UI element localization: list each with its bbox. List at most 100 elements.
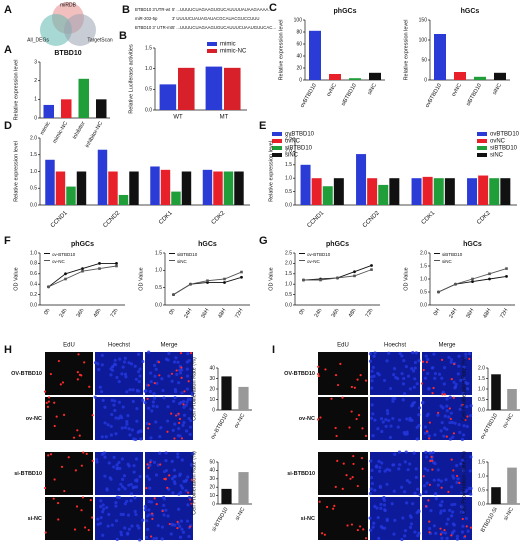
nucleus [377,459,381,464]
nucleus [188,425,193,429]
nucleus [393,452,397,457]
nucleus [158,434,162,439]
nucleus [173,360,177,364]
nucleus [166,405,170,409]
y-tick-label: 0.5 [145,87,152,93]
nucleus [445,404,449,408]
edu-spot [145,487,148,490]
micrograph [45,452,93,495]
nucleus [139,437,143,441]
y-tick-label: 1.5 [478,459,485,465]
nucleus [149,436,153,440]
panel-letter: B [119,30,127,42]
edu-spot [422,368,425,372]
nucleus [466,387,470,391]
y-axis-label: OD Value [13,267,19,290]
x-tick-label: 24H [448,308,458,320]
x-tick-label: 24h [314,308,324,319]
nucleus [384,418,388,422]
nucleus [456,372,460,376]
nucleus [427,387,431,391]
nucleus [415,437,419,441]
nucleus [133,509,137,514]
y-axis-label: Relative expression level [278,20,284,81]
legend-label: siNC [177,259,187,264]
edu-spot [357,414,361,417]
nucleus [103,421,107,425]
panel-letter: H [4,344,12,356]
nucleus [431,451,435,455]
micrograph [370,452,420,495]
edu-spot [420,382,424,385]
y-axis-label: Cell Proliferation Rate (%) [461,451,467,515]
nucleus [109,367,113,371]
nucleus [154,367,158,372]
nucleus [373,418,377,422]
nucleus [152,537,156,541]
nucleus [147,477,151,481]
nucleus [452,380,456,384]
edu-spot [361,427,364,430]
y-tick-label: 40 [209,468,215,474]
nucleus [184,478,189,482]
nucleus [152,460,157,465]
point [81,269,84,273]
edu-spot [147,466,150,469]
edu-spot [465,525,468,528]
nucleus [136,430,140,434]
edu-spot [180,376,183,379]
nucleus [179,490,183,494]
nucleus [172,468,177,472]
y-tick-label: 100 [419,37,428,43]
point [488,272,491,276]
edu-spot [49,453,53,456]
y-tick-label: 0 [212,407,215,413]
nucleus [393,518,397,522]
nucleus [184,403,188,407]
nucleus [175,372,179,377]
nucleus [123,425,128,430]
edu-spot [355,417,358,421]
edu-spot [345,474,348,477]
nucleus [188,432,192,436]
edu-spot [432,386,435,390]
edu-spot [176,520,179,524]
bar [369,72,381,80]
y-tick-label: 0 [34,115,37,121]
edu-spot [430,455,433,458]
nucleus [391,416,395,421]
edu-spot [53,424,56,428]
nucleus [377,536,381,540]
y-tick-label: 30 [209,476,215,482]
nucleus [460,530,465,534]
nucleus [112,403,116,407]
legend-label: siNC [442,259,452,264]
nucleus [152,363,157,368]
edu-spot [364,537,368,540]
edu-spot [421,360,425,363]
nucleus [384,424,388,428]
nucleus [123,356,127,360]
nucleus [191,452,195,456]
edu-spot [440,358,444,361]
nucleus [171,491,175,495]
edu-spot [78,434,81,437]
nucleus [136,524,140,528]
bar [66,186,76,205]
edu-spot [336,459,339,462]
nucleus [113,399,117,403]
nucleus [462,377,466,381]
point [172,293,175,296]
nucleus [180,527,184,531]
nucleus [182,420,186,425]
nucleus [423,376,428,380]
bar [329,74,341,80]
nucleus [178,535,183,539]
y-tick-label: 1.5 [478,376,485,382]
nucleus [131,399,135,404]
nucleus [452,523,456,527]
edu-spot [76,429,79,432]
bar [129,171,139,205]
edu-spot [150,535,153,538]
bar [489,178,500,205]
